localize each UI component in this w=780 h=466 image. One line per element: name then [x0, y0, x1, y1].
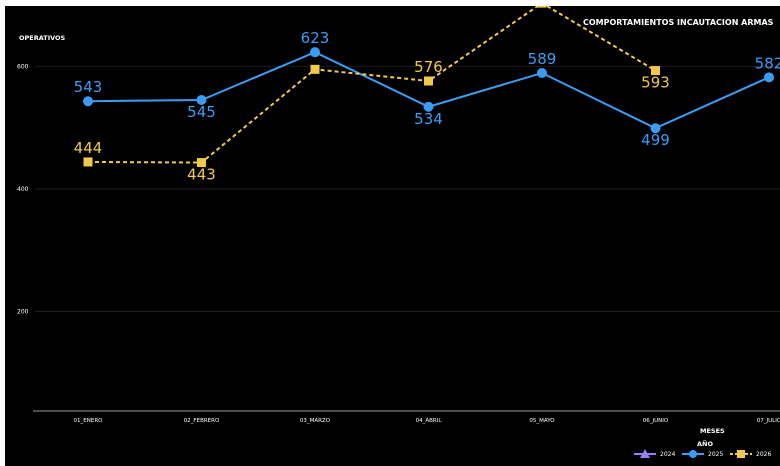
y-tick-label: 600	[17, 63, 29, 70]
legend-marker-2024	[640, 449, 650, 458]
data-point-2026	[197, 158, 206, 168]
legend-marker-2025	[689, 450, 697, 458]
data-label-2026: 593	[641, 74, 670, 92]
legend-label-2026: 2026	[756, 451, 771, 458]
data-point-2025	[310, 47, 320, 58]
data-point-2025	[650, 123, 661, 134]
data-label-2025: 582	[755, 54, 780, 72]
x-axis-label: MESES	[700, 427, 725, 435]
data-point-2026	[83, 157, 93, 167]
chart-frame: COMPORTAMIENTOS INCAUTACION ARMAS OPERAT…	[5, 6, 780, 466]
data-label-2025: 623	[301, 29, 330, 47]
legend-title: AÑO	[697, 440, 713, 448]
x-tick-label: 01_ENERO	[74, 418, 104, 424]
x-tick-label: 02_FEBRERO	[184, 418, 220, 424]
line-chart: 200 400 600 01_ENERO 02_FEBRERO 03_MARZO 04_AB…	[17, 6, 780, 458]
chart-title: COMPORTAMIENTOS INCAUTACION ARMAS	[583, 18, 774, 27]
data-point-2025	[764, 72, 774, 83]
data-point-2025	[83, 96, 93, 107]
data-label-2026: 443	[187, 166, 216, 184]
data-label-2026: 444	[74, 139, 103, 157]
y-tick-label: 400	[17, 186, 29, 193]
series-line-2026	[87, 6, 657, 164]
legend-marker-2026	[737, 450, 745, 458]
data-label-2025: 589	[528, 50, 557, 68]
data-point-2026	[310, 64, 320, 74]
data-point-2025	[196, 95, 207, 106]
y-tick-label: 200	[17, 309, 29, 316]
x-tick-label: 06_JUNIO	[643, 418, 669, 424]
data-label-2026: 576	[414, 58, 443, 76]
data-point-2026	[424, 76, 433, 86]
data-point-2026	[537, 6, 547, 8]
x-tick-label: 03_MARZO	[300, 418, 331, 424]
data-label-2025: 543	[74, 78, 103, 96]
data-point-2025	[537, 68, 547, 79]
y-axis-label: OPERATIVOS	[19, 34, 66, 42]
data-label-2025: 545	[187, 103, 216, 121]
x-tick-label: 05_MAYO	[529, 418, 555, 424]
legend-label-2025: 2025	[708, 451, 723, 458]
data-point-2026	[651, 66, 660, 76]
legend-label-2024: 2024	[660, 451, 675, 458]
data-label-2025: 534	[414, 110, 443, 128]
data-label-2025: 499	[641, 131, 670, 149]
data-point-2025	[423, 101, 434, 112]
x-tick-label: 04_ABRIL	[416, 418, 443, 424]
x-tick-label: 07_JULIO	[757, 418, 780, 424]
